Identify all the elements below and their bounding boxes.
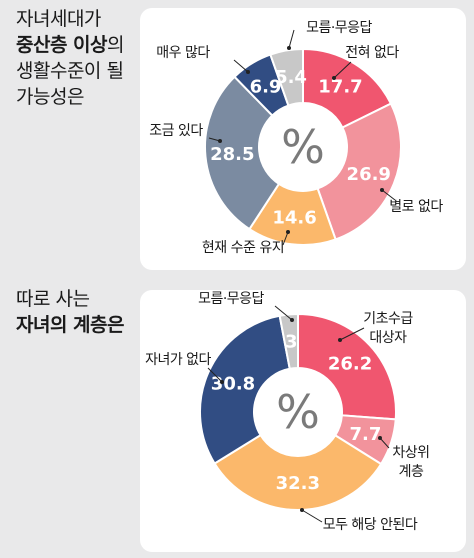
slice-value-label: 17.7 [318,77,362,98]
slice-value-label: 6.9 [250,77,282,98]
pie-slice [204,75,281,231]
slice-value-label: 32.3 [276,473,320,494]
pie-slice [199,314,291,465]
pie-slice [316,102,402,241]
slice-category-label: 모름·무응답 [198,291,264,307]
heading-line: 중산층 이상의 [16,32,124,58]
panel-heading: 자녀세대가 중산층 이상의 생활수준이 될 가능성은 [16,6,124,110]
leader-dot [338,338,342,342]
heading-text: 따로 사는 [16,288,90,310]
leader-line [301,509,323,523]
leader-dot [300,508,304,512]
slice-value-label: 14.6 [272,207,316,228]
leader-line [207,367,223,383]
slice-value-label: 26.2 [328,354,372,375]
slice-value-label: 7.7 [350,424,382,445]
leader-line [233,59,249,73]
heading-emphasis: 중산층 이상 [16,34,108,56]
leader-line [288,29,295,49]
slice-value-label: 28.5 [210,144,254,165]
leader-dot [332,76,336,80]
heading-text: 생활수준이 될 [16,60,124,82]
center-percent-symbol: % [281,120,325,174]
heading-text: 자녀세대가 [16,8,101,30]
leader-dot [246,70,250,74]
leader-dot [290,318,294,322]
slice-category-label: 현재 수준 유지 [202,240,284,256]
leader-dot [220,380,224,384]
leader-line [333,61,352,79]
heading-line: 생활수준이 될 [16,58,124,84]
heading-line: 자녀세대가 [16,6,124,32]
leader-line [282,231,289,246]
heading-text: 의 [107,34,124,56]
slice-category-label: 모두 해당 안된다 [323,517,418,533]
slice-category-label: 조금 있다 [149,123,203,139]
pie-slice [297,312,397,421]
pie-slice [213,433,383,511]
pie-slice [302,47,393,129]
leader-line [274,305,293,321]
heading-emphasis: 자녀의 계층은 [16,314,125,336]
donut-chart: 26.2 기초수급 대상자 7.7 차상위 계층 32.3 모두 해당 안된다 30.8자녀가 … [145,291,430,533]
heading-text: 가능성은 [16,86,84,108]
slice-category-label: 별로 없다 [389,199,443,215]
leader-dot [380,188,384,192]
slice-value-label: 5.4 [275,67,307,88]
leader-line [381,189,396,201]
heading-line: 자녀의 계층은 [16,312,125,338]
heading-line: 따로 사는 [16,286,124,312]
slice-category-label: 매우 많다 [156,45,210,61]
leader-line [339,327,365,341]
leader-dot [378,436,382,440]
heading-line: 가능성은 [16,84,124,110]
pie-slice [269,47,304,107]
center-percent-symbol: % [276,385,320,439]
slice-value-label: 26.9 [347,164,391,185]
slice-category-label: 자녀가 없다 [145,352,211,368]
panel-middle-class-chance: 자녀세대가 중산층 이상의 생활수준이 될 가능성은 17.7 전혀 없다 26.9 별로 … [16,6,466,270]
slice-category-label: 전혀 없다 [345,45,399,61]
slice-category-label: 모름·무응답 [306,20,372,36]
leader-dot [218,139,222,143]
slice-value-label: 3 [285,331,298,352]
leader-line [379,437,390,449]
slice-category-label: 기초수급 대상자 [363,311,413,346]
slice-category-label: 차상위 계층 [392,445,429,480]
leader-dot [286,230,290,234]
leader-dot [287,46,291,50]
slice-value-label: 30.8 [211,373,255,394]
donut-chart: 17.7 전혀 없다 26.9 별로 없다 14.6 현재 수준 유지 28.5 조금 있다 6… [149,20,444,256]
